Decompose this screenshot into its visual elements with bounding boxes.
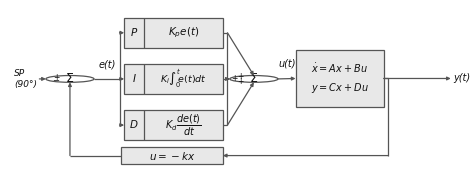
Text: +: + [237,72,244,81]
Text: e(t): e(t) [98,59,116,69]
Text: P: P [131,28,137,38]
Text: −: − [52,77,59,86]
Text: $y=Cx+Du$: $y=Cx+Du$ [310,81,368,95]
Text: $u=-kx$: $u=-kx$ [149,150,195,162]
Text: +: + [237,77,244,86]
Text: $K_d\dfrac{de(t)}{dt}$: $K_d\dfrac{de(t)}{dt}$ [165,113,201,138]
Text: SP
(90°): SP (90°) [14,69,37,89]
Bar [124,18,223,48]
Text: D: D [130,120,138,130]
Text: u(t): u(t) [278,59,295,69]
Text: y(t): y(t) [453,73,470,84]
Text: $\dot{x}=Ax+Bu$: $\dot{x}=Ax+Bu$ [311,62,368,75]
Text: $K_i\int_0^t\!e(t)dt$: $K_i\int_0^t\!e(t)dt$ [160,68,207,90]
Text: $K_p e(t)$: $K_p e(t)$ [168,25,199,40]
Text: +: + [231,74,238,83]
Ellipse shape [230,76,278,82]
Bar [121,147,223,164]
Text: +: + [54,73,60,82]
Bar [296,50,383,107]
Text: $\Sigma$: $\Sigma$ [249,72,258,85]
Text: I: I [132,74,136,84]
Ellipse shape [46,76,94,82]
Bar [124,110,223,140]
Text: $\Sigma$: $\Sigma$ [65,72,74,85]
Bar [124,64,223,94]
